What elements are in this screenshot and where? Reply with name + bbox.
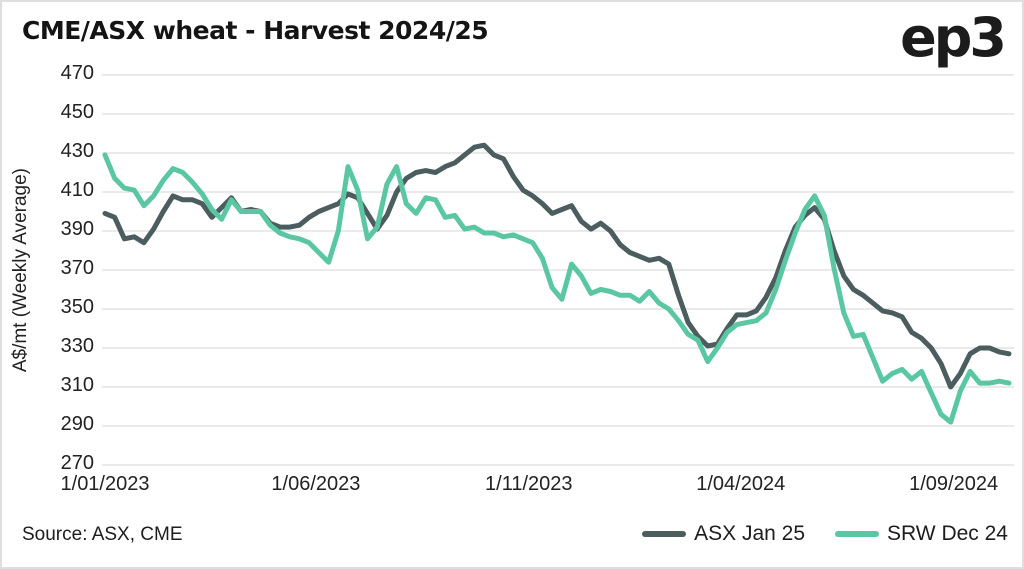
y-tick-label: 330 — [60, 335, 94, 357]
x-tick-label: 1/06/2023 — [271, 473, 361, 495]
asx-line-swatch — [642, 531, 687, 537]
y-tick-label: 390 — [60, 218, 94, 240]
y-axis-title: A$/mt (Weekly Average) — [10, 167, 31, 373]
source-note: Source: ASX, CME — [22, 524, 183, 545]
y-tick-label: 270 — [60, 452, 94, 474]
series-line-srw — [102, 152, 1012, 425]
chart-title: CME/ASX wheat - Harvest 2024/25 — [22, 16, 489, 45]
gridlines — [102, 74, 1014, 466]
y-tick-label: 470 — [60, 62, 94, 84]
legend-label-srw: SRW Dec 24 — [887, 522, 1008, 545]
legend-item-srw: SRW Dec 24 — [835, 522, 1008, 546]
y-tick-label: 310 — [60, 374, 94, 396]
y-tick-label: 450 — [60, 101, 94, 123]
srw-line-swatch — [835, 531, 879, 537]
legend-label-asx: ASX Jan 25 — [694, 522, 805, 545]
ep3-logo: ep3 — [900, 6, 1007, 69]
series-lines — [102, 142, 1012, 425]
x-tick-label: 1/11/2023 — [485, 473, 573, 495]
series-line-asx — [102, 142, 1012, 390]
x-tick-label: 1/01/2023 — [60, 473, 150, 495]
y-tick-label: 410 — [60, 179, 94, 201]
y-tick-label: 350 — [60, 296, 94, 318]
legend: ASX Jan 25 SRW Dec 24 — [642, 522, 1008, 546]
legend-item-asx: ASX Jan 25 — [642, 522, 805, 546]
y-tick-label: 370 — [60, 257, 94, 279]
x-tick-label: 1/09/2024 — [909, 473, 999, 495]
y-tick-label: 290 — [60, 413, 94, 435]
y-tick-label: 430 — [60, 140, 94, 162]
x-tick-label: 1/04/2024 — [696, 473, 786, 495]
